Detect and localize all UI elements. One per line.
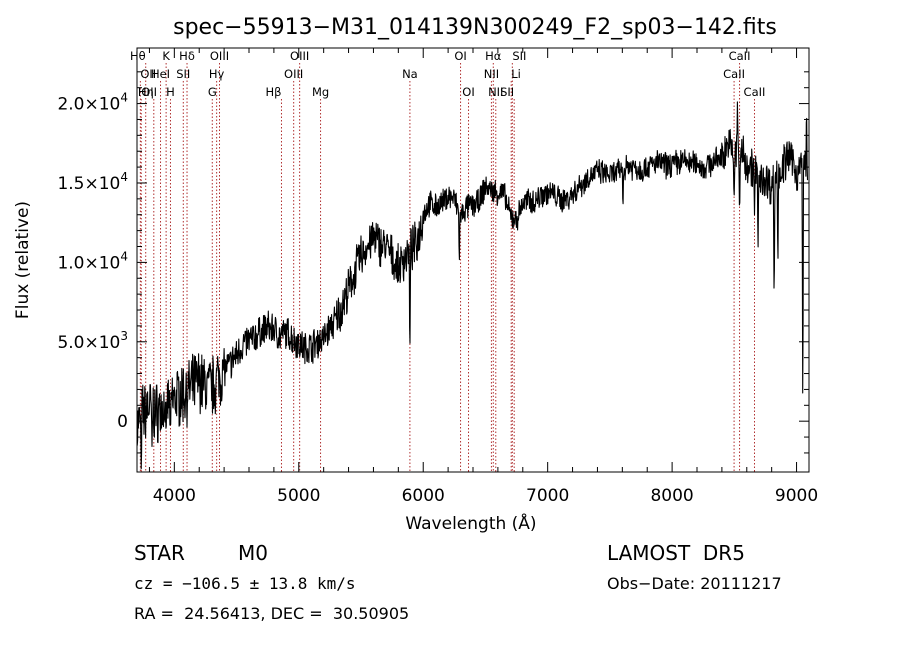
spectral-line-label: Hη [138, 85, 154, 99]
spectral-line-label: HeI [151, 67, 170, 81]
plot-frame [136, 47, 810, 473]
spectral-line-label: OI [462, 85, 474, 99]
survey-release: LAMOST DR5 [607, 541, 745, 565]
spectral-line-label: CaII [723, 67, 745, 81]
spectral-line-label: Hγ [209, 67, 225, 81]
spectral-line-label: OII [140, 67, 156, 81]
spectral-line-label: SII [500, 85, 514, 99]
y-axis-label: Flux (relative) [13, 201, 33, 319]
x-axis: 4000 5000 6000 7000 8000 9000 [148, 48, 818, 506]
spectral-line-label: CaII [729, 49, 751, 63]
y-axis: 0 5.0×103 1.0×104 1.5×104 2.0×104 [57, 71, 809, 454]
y-tick-label: 0 [117, 412, 128, 432]
spectral-line-label: OIII [290, 49, 309, 63]
spectral-line-label: OII [141, 85, 157, 99]
spectral-line-label: CaII [744, 85, 766, 99]
spectral-line-labels: OIIOIIHθHηHeIKHSIIHδGHγOIIIHβOIIIOIIIMgN… [130, 49, 765, 99]
spectral-line-markers [139, 63, 755, 472]
spectral-line-label: H [166, 85, 175, 99]
spectral-line-label: G [208, 85, 217, 99]
spectral-line-label: OIII [284, 67, 303, 81]
spectral-line-label: Li [511, 67, 521, 81]
observation-date: Obs−Date: 20111217 [607, 574, 782, 593]
spectral-line-label: Mg [312, 85, 329, 99]
y-tick-label: 1.0×104 [57, 249, 128, 273]
y-tick-label: 5.0×103 [57, 329, 128, 353]
spectral-line-label: K [162, 49, 170, 63]
object-subclass: M0 [238, 541, 268, 565]
spectrum-series-line [136, 101, 809, 470]
y-tick-label: 1.5×104 [57, 170, 128, 194]
x-tick-label: 6000 [402, 486, 445, 506]
object-class: STAR [134, 541, 185, 565]
x-tick-label: 4000 [153, 486, 196, 506]
chart-title: spec−55913−M31_014139N300249_F2_sp03−142… [173, 15, 777, 40]
x-axis-label: Wavelength (Å) [405, 512, 536, 534]
spectral-line-label: Hδ [179, 49, 195, 63]
x-tick-label: 7000 [526, 486, 569, 506]
spectral-line-label: NII [484, 67, 499, 81]
x-tick-label: 5000 [277, 486, 320, 506]
redshift-velocity: cz = −106.5 ± 13.8 km/s [134, 574, 356, 593]
spectral-line-label: OIII [210, 49, 229, 63]
spectral-line-label: Na [402, 67, 418, 81]
x-tick-label: 8000 [650, 486, 693, 506]
y-tick-label: 2.0×104 [57, 91, 128, 115]
spectral-line-label: NII [488, 85, 503, 99]
spectral-line-label: Hβ [265, 85, 281, 99]
spectral-line-label: Hθ [130, 49, 146, 63]
spectral-line-label: OI [454, 49, 466, 63]
spectral-line-label: SII [176, 67, 190, 81]
spectral-line-label: Hα [485, 49, 502, 63]
coordinates: RA = 24.56413, DEC = 30.50905 [134, 604, 410, 623]
x-tick-label: 9000 [775, 486, 818, 506]
spectral-line-label: SII [512, 49, 526, 63]
